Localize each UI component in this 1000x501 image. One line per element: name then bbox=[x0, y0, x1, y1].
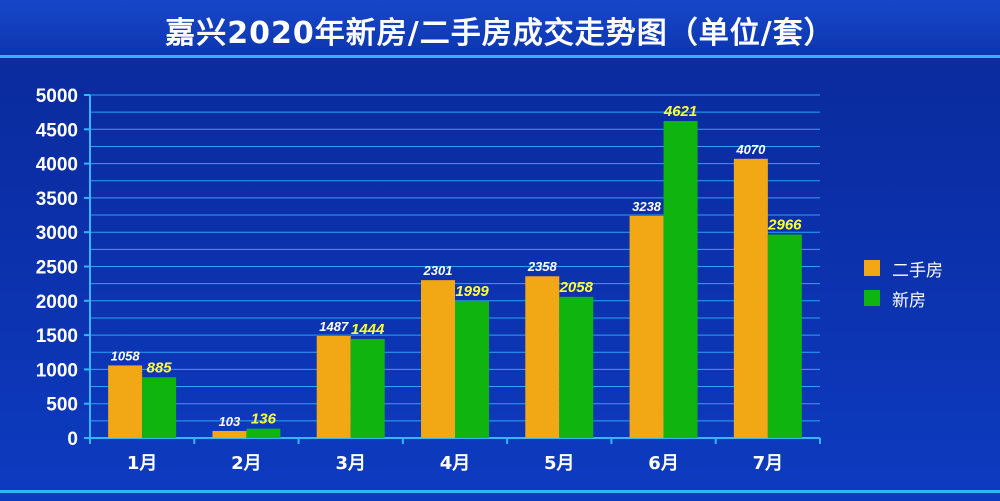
legend-swatch-secondhand bbox=[864, 260, 880, 276]
x-tick-label: 1月 bbox=[127, 453, 158, 474]
bottom-divider bbox=[0, 490, 1000, 493]
data-label-secondhand: 4070 bbox=[735, 142, 766, 157]
legend-label-new: 新房 bbox=[892, 290, 926, 311]
bar-secondhand bbox=[733, 158, 768, 438]
data-label-new: 1999 bbox=[455, 283, 489, 300]
x-tick-label: 3月 bbox=[335, 453, 366, 474]
y-tick-label: 4500 bbox=[36, 120, 78, 141]
bar-new bbox=[142, 377, 177, 438]
data-label-secondhand: 3238 bbox=[632, 199, 662, 214]
data-label-secondhand: 1058 bbox=[111, 348, 141, 363]
data-label-new: 2966 bbox=[767, 217, 802, 234]
bar-new bbox=[350, 338, 385, 438]
legend-item-new: 新房 bbox=[864, 283, 943, 313]
y-tick-label: 5000 bbox=[36, 86, 78, 107]
data-label-new: 885 bbox=[147, 359, 173, 376]
data-label-new: 1444 bbox=[351, 321, 385, 338]
bar-new bbox=[767, 234, 802, 438]
y-tick-label: 2000 bbox=[36, 292, 78, 313]
bar-secondhand bbox=[108, 365, 143, 438]
x-tick-label: 4月 bbox=[440, 453, 471, 474]
data-label-new: 2058 bbox=[559, 279, 594, 296]
y-tick-label: 3000 bbox=[36, 223, 78, 244]
bar-secondhand bbox=[421, 280, 455, 438]
x-tick-label: 5月 bbox=[544, 453, 575, 474]
y-tick-label: 4000 bbox=[36, 155, 78, 176]
legend-label-secondhand: 二手房 bbox=[892, 260, 943, 281]
title-bar bbox=[0, 0, 1000, 58]
y-tick-label: 1000 bbox=[36, 360, 78, 381]
legend: 二手房 新房 bbox=[864, 253, 943, 313]
bar-new bbox=[455, 300, 489, 438]
chart-title: 嘉兴2020年新房/二手房成交走势图（单位/套） bbox=[165, 16, 835, 51]
legend-swatch-new bbox=[864, 290, 880, 306]
y-tick-label: 500 bbox=[46, 395, 78, 416]
data-label-secondhand: 2358 bbox=[527, 259, 558, 274]
data-label-secondhand: 1487 bbox=[319, 319, 349, 334]
y-tick-label: 0 bbox=[67, 429, 78, 450]
legend-item-secondhand: 二手房 bbox=[864, 253, 943, 283]
bar-secondhand bbox=[316, 335, 351, 438]
bar-new bbox=[559, 296, 594, 438]
y-tick-label: 2500 bbox=[36, 258, 78, 279]
x-tick-label: 6月 bbox=[648, 453, 679, 474]
y-tick-label: 1500 bbox=[36, 326, 78, 347]
x-tick-label: 2月 bbox=[231, 453, 262, 474]
bar-new bbox=[246, 428, 281, 438]
bar-secondhand bbox=[212, 430, 247, 438]
data-label-new: 4621 bbox=[663, 103, 697, 120]
bar-new bbox=[663, 120, 698, 439]
x-tick-label: 7月 bbox=[753, 453, 784, 474]
bar-secondhand bbox=[525, 276, 560, 438]
data-label-secondhand: 2301 bbox=[423, 263, 453, 278]
y-tick-label: 3500 bbox=[36, 189, 78, 210]
data-label-secondhand: 103 bbox=[219, 414, 241, 429]
data-label-new: 136 bbox=[251, 411, 277, 428]
bar-secondhand bbox=[629, 215, 664, 438]
